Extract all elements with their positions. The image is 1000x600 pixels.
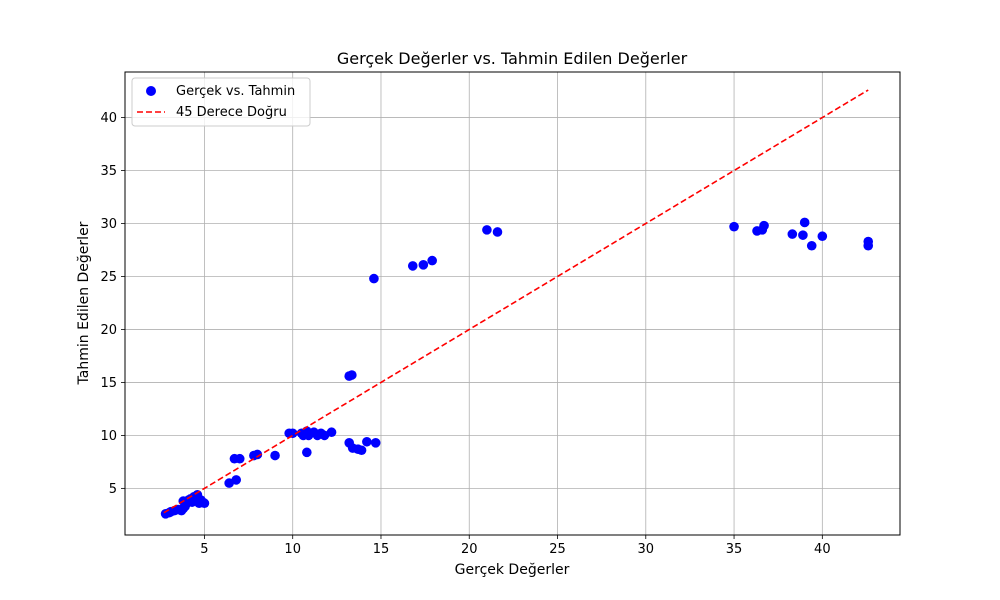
scatter-point: [326, 427, 337, 438]
scatter-point: [356, 445, 367, 456]
scatter-point: [369, 273, 379, 284]
scatter-point: [347, 370, 357, 380]
y-tick-label: 30: [100, 217, 117, 232]
x-axis-label: Gerçek Değerler: [455, 562, 570, 578]
y-tick-label: 25: [100, 270, 117, 285]
y-axis-label: Tahmin Edilen Değerler: [76, 221, 92, 385]
legend-box: [131, 77, 311, 127]
scatter-point: [407, 261, 418, 271]
scatter-point: [370, 438, 381, 448]
plot-frame: [124, 71, 901, 536]
legend-marker-scatter: [146, 86, 156, 96]
scatter-point: [806, 240, 817, 251]
y-tick-label: 15: [100, 376, 117, 391]
y-axis-ticks: 5 10 15 20 25 30 35 40: [100, 111, 125, 497]
scatter-point: [302, 447, 312, 458]
scatter-point: [199, 498, 210, 509]
scatter-point: [729, 221, 739, 232]
scatter-point: [427, 255, 437, 266]
legend-label-line: 45 Derece Doğru: [176, 105, 287, 120]
scatter-point: [287, 428, 298, 439]
legend: Gerçek vs. Tahmin 45 Derece Doğru: [131, 77, 311, 127]
data-layer: [160, 89, 874, 519]
scatter-point: [231, 475, 242, 485]
x-tick-label: 40: [814, 542, 831, 557]
scatter-point: [234, 453, 245, 464]
x-tick-label: 15: [373, 542, 390, 557]
reference-line-45-degree: [163, 89, 869, 514]
scatter-point: [362, 436, 372, 447]
scatter-point: [252, 449, 263, 460]
scatter-point: [787, 229, 798, 239]
grid-lines: [125, 72, 900, 535]
scatter-point: [817, 231, 828, 242]
x-tick-label: 5: [200, 542, 208, 557]
y-tick-label: 5: [109, 482, 117, 497]
scatter-point: [482, 225, 492, 235]
scatter-point: [418, 260, 429, 270]
chart-title: Gerçek Değerler vs. Tahmin Edilen Değerl…: [337, 49, 688, 68]
scatter-point: [759, 220, 769, 231]
scatter-point: [798, 230, 808, 240]
x-tick-label: 10: [284, 542, 301, 557]
y-tick-label: 35: [100, 164, 117, 179]
scatter-point: [799, 217, 810, 228]
x-tick-label: 20: [461, 542, 478, 557]
scatter-point: [492, 227, 503, 237]
x-tick-label: 30: [638, 542, 655, 557]
x-axis-ticks: 5 10 15 20 25 30 35 40: [200, 535, 831, 557]
x-tick-label: 35: [726, 542, 743, 557]
y-tick-label: 20: [100, 323, 117, 338]
scatter-point: [863, 240, 874, 251]
y-tick-label: 10: [100, 429, 117, 444]
y-tick-label: 40: [100, 111, 117, 126]
scatter-point: [270, 450, 280, 461]
plot-area: [124, 71, 901, 536]
x-tick-label: 25: [549, 542, 566, 557]
legend-label-scatter: Gerçek vs. Tahmin: [176, 84, 295, 99]
